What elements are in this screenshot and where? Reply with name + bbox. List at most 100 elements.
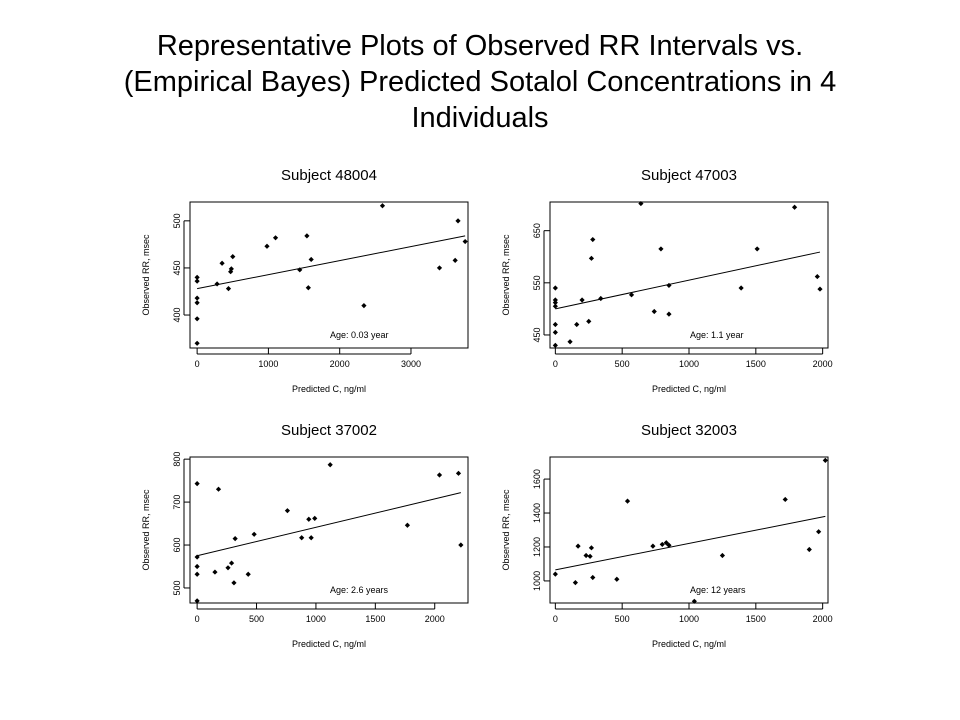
data-point (587, 553, 593, 559)
y-tick-label: 1000 (532, 571, 542, 591)
data-point (231, 580, 237, 586)
scatter-plot-subject-37002: Subject 37002 0 500 1000 1500 2000 500 600 700 80… (141, 422, 469, 649)
data-point (817, 286, 823, 292)
data-point (458, 542, 464, 548)
slide-title-line-2: (Empirical Bayes) Predicted Sotalol Conc… (123, 66, 837, 98)
y-tick-label: 700 (172, 495, 182, 510)
data-point (579, 297, 585, 303)
data-point (225, 286, 232, 292)
data-point (215, 486, 222, 492)
scatter-plot-subject-48004: Subject 48004 0 1000 2000 3000 400 450 500 Predi… (141, 167, 469, 394)
y-tick-label: 450 (532, 327, 542, 342)
data-point (598, 295, 604, 302)
data-point (552, 321, 558, 328)
data-point (588, 545, 595, 551)
x-axis-label: Predicted C, ng/ml (292, 384, 366, 394)
y-tick-label: 400 (172, 308, 182, 323)
data-point (308, 535, 314, 541)
data-point (194, 571, 200, 577)
x-tick-label: 1000 (306, 614, 326, 624)
x-tick-label: 0 (195, 614, 200, 624)
data-point (194, 563, 200, 570)
x-axis-label: Predicted C, ng/ml (652, 639, 726, 649)
x-tick-label: 2000 (330, 359, 350, 369)
y-axis-label: Observed RR, msec (501, 489, 511, 571)
data-point (308, 256, 314, 263)
data-point (194, 295, 200, 301)
x-tick-label: 0 (553, 614, 558, 624)
data-point (651, 308, 657, 315)
data-point (264, 243, 270, 249)
x-tick-label: 1000 (258, 359, 278, 369)
age-annotation: Age: 1.1 year (690, 330, 744, 340)
data-point (782, 496, 788, 503)
data-point (552, 297, 558, 303)
data-point (791, 204, 798, 210)
data-point (816, 529, 822, 535)
data-point (552, 571, 558, 577)
y-tick-label: 550 (532, 275, 542, 290)
data-point (194, 274, 200, 280)
y-axis-label: Observed RR, msec (141, 489, 151, 571)
data-point (251, 531, 257, 537)
data-point (719, 552, 726, 559)
regression-line (197, 492, 461, 557)
y-tick-label: 800 (172, 452, 182, 467)
data-point (575, 543, 581, 549)
x-tick-label: 2000 (813, 359, 833, 369)
age-annotation: Age: 12 years (690, 585, 746, 595)
data-point (436, 472, 443, 478)
data-point (658, 246, 664, 252)
y-tick-label: 1200 (532, 537, 542, 557)
data-point (327, 462, 333, 468)
y-tick-label: 500 (172, 580, 182, 595)
plot-frame (189, 201, 469, 349)
slide-title-line-3: Individuals (411, 102, 549, 134)
y-tick-label: 500 (172, 213, 182, 228)
y-axis-label: Observed RR, msec (141, 234, 151, 316)
x-tick-label: 1000 (679, 359, 699, 369)
data-point (194, 300, 200, 306)
age-annotation: Age: 0.03 year (330, 330, 389, 340)
data-point (586, 318, 592, 325)
data-point (304, 233, 310, 239)
data-point (245, 571, 251, 577)
data-point (754, 246, 760, 252)
data-point (219, 260, 225, 266)
scatter-plot-subject-47003: Subject 47003 0 500 1000 1500 2000 450 550 650 Pr… (501, 167, 833, 394)
chart-title: Subject 32003 (641, 422, 737, 439)
data-point (404, 522, 411, 528)
data-point (738, 285, 744, 291)
data-point (194, 340, 200, 346)
x-tick-label: 0 (553, 359, 558, 369)
data-point (225, 565, 231, 571)
chart-title: Subject 48004 (281, 167, 377, 184)
x-tick-label: 500 (615, 359, 630, 369)
chart-title: Subject 37002 (281, 422, 377, 439)
data-point (212, 569, 218, 575)
data-point (299, 535, 305, 541)
y-axis-label: Observed RR, msec (501, 234, 511, 316)
data-point (588, 255, 595, 261)
data-point (814, 273, 820, 280)
data-point (194, 554, 200, 560)
slide-title: Representative Plots of Observed RR Inte… (60, 28, 900, 136)
data-point (436, 265, 443, 271)
data-point (806, 546, 812, 553)
data-point (232, 535, 238, 542)
data-point (583, 552, 589, 559)
x-tick-label: 3000 (401, 359, 421, 369)
regression-line (197, 235, 466, 290)
data-point (572, 580, 578, 586)
data-point (552, 329, 558, 335)
data-point (590, 236, 596, 243)
y-tick-label: 450 (172, 260, 182, 275)
data-point (552, 342, 558, 348)
plot-frame (189, 456, 469, 604)
data-point (272, 235, 279, 241)
data-point (284, 508, 291, 514)
y-tick-label: 1600 (532, 469, 542, 489)
data-point (379, 203, 386, 209)
data-point (614, 576, 620, 582)
x-axis-label: Predicted C, ng/ml (292, 639, 366, 649)
